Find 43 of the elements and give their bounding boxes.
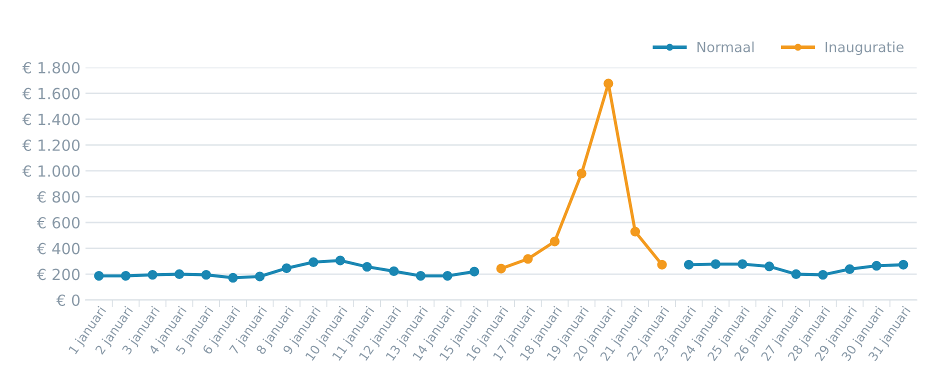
- point: [469, 266, 480, 276]
- point: [791, 269, 801, 280]
- y-tick-label: € 1.400: [22, 114, 80, 126]
- point: [148, 270, 158, 280]
- point: [120, 270, 131, 281]
- legend-label: Normaal: [698, 42, 754, 52]
- y-tick-label: € 1.000: [22, 165, 80, 177]
- y-tick-label: € 1.800: [22, 62, 80, 74]
- point: [254, 272, 265, 282]
- point: [710, 259, 721, 269]
- point: [738, 259, 748, 269]
- point: [308, 257, 318, 268]
- y-tick-label: € 800: [36, 191, 80, 203]
- y-tick-label: € 200: [36, 268, 80, 280]
- point: [94, 270, 104, 281]
- point: [604, 78, 614, 88]
- point: [630, 226, 640, 237]
- point: [684, 260, 694, 270]
- point: [228, 272, 238, 283]
- point: [335, 256, 346, 266]
- point: [362, 262, 372, 272]
- point: [442, 270, 452, 281]
- point: [898, 260, 908, 270]
- point: [282, 263, 292, 274]
- y-tick-label: € 1.600: [22, 88, 80, 100]
- point: [201, 270, 212, 280]
- point: [576, 168, 586, 178]
- legend-label: Inauguratie: [826, 42, 904, 55]
- y-tick-label: € 400: [36, 242, 80, 254]
- point: [872, 260, 882, 271]
- point: [844, 264, 855, 274]
- point: [764, 262, 774, 272]
- point: [389, 266, 399, 276]
- point: [174, 269, 184, 280]
- y-tick-label: € 0: [56, 294, 80, 306]
- point: [818, 270, 828, 280]
- y-tick-label: € 1.200: [22, 139, 80, 152]
- y-tick-label: € 600: [36, 216, 80, 229]
- point: [496, 264, 506, 274]
- point: [416, 270, 426, 281]
- point: [550, 236, 560, 246]
- point: [657, 260, 667, 270]
- point: [523, 254, 533, 264]
